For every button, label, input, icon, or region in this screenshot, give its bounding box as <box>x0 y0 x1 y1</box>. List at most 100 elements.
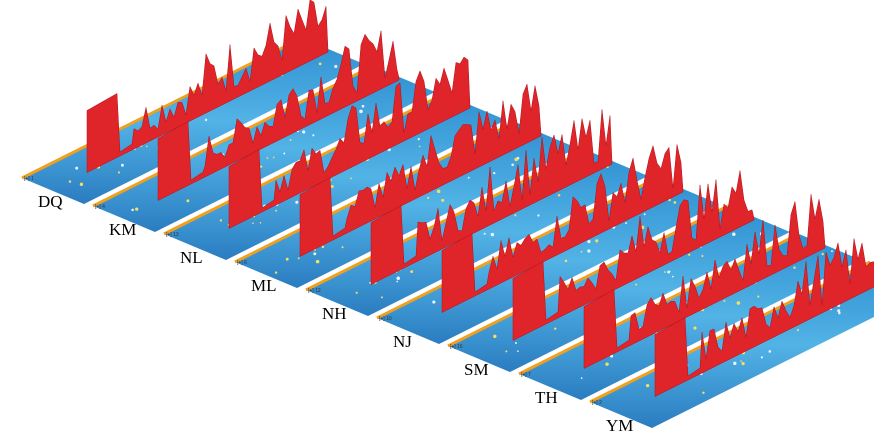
speckle <box>672 276 674 278</box>
speckle <box>484 233 486 235</box>
panel-index-label: [+] 10 <box>379 316 392 322</box>
panel-index-label: [+] 13 <box>166 232 179 238</box>
speckle <box>514 214 516 216</box>
speckle <box>587 249 590 252</box>
speckle <box>558 194 561 197</box>
speckle <box>554 327 556 329</box>
speckle <box>644 213 646 215</box>
panel-label: TH <box>535 388 558 407</box>
speckle <box>396 281 398 283</box>
speckle <box>220 219 222 221</box>
speckle <box>740 360 742 362</box>
speckle <box>831 250 833 252</box>
speckle <box>418 138 420 140</box>
speckle <box>313 252 316 255</box>
speckle <box>75 167 78 170</box>
speckle <box>396 277 400 281</box>
speckle <box>260 165 262 167</box>
speckle <box>797 329 799 331</box>
panel-index-label: [+] 6 <box>237 260 247 266</box>
speckle <box>493 335 496 338</box>
speckle <box>757 296 759 298</box>
speckle <box>635 284 637 286</box>
panel-index-label: [+] 12 <box>308 288 321 294</box>
speckle <box>362 105 365 108</box>
panel-label: ML <box>251 276 277 295</box>
panel-index-label: [+] 4 <box>95 204 105 210</box>
speckle <box>595 239 598 242</box>
panel-index-label: [+] 16 <box>450 344 463 350</box>
speckle <box>515 342 517 344</box>
speckle <box>793 266 795 268</box>
speckle <box>205 119 207 121</box>
panel-index-label: [+] 2 <box>592 400 602 406</box>
speckle <box>511 164 514 167</box>
speckle <box>514 158 518 162</box>
speckle <box>359 110 363 114</box>
speckle <box>295 201 298 204</box>
speckle <box>822 253 824 255</box>
speckle <box>468 177 470 179</box>
panel-label: NL <box>180 248 203 267</box>
speckle <box>286 258 289 261</box>
speckle <box>319 62 322 65</box>
speckle <box>581 377 583 379</box>
speckle <box>493 172 495 174</box>
speckle <box>768 350 771 353</box>
panel-label: YM <box>606 416 633 434</box>
panel-label: KM <box>109 220 136 239</box>
speckle <box>322 246 324 248</box>
speckle <box>732 233 735 236</box>
speckle <box>260 222 262 224</box>
speckle <box>316 260 320 264</box>
speckle <box>69 180 71 182</box>
speckle <box>334 65 337 68</box>
speckle <box>688 254 690 256</box>
speckle <box>131 209 134 212</box>
speckle <box>432 300 435 303</box>
speckle <box>702 392 704 394</box>
speckle <box>737 301 741 305</box>
speckle <box>342 246 344 248</box>
panel-label: SM <box>464 360 489 379</box>
speckle <box>410 270 413 273</box>
speckle <box>761 356 763 358</box>
speckle <box>283 153 285 155</box>
speckle <box>838 312 841 315</box>
speckle <box>537 214 539 216</box>
speckle <box>121 164 124 167</box>
speckle <box>517 350 519 352</box>
speckle <box>118 171 120 173</box>
speckle <box>267 157 269 159</box>
speckle <box>275 271 277 273</box>
speckle <box>135 207 138 210</box>
speckle <box>437 190 440 193</box>
speckle <box>664 271 666 273</box>
speckle <box>381 296 383 298</box>
speckle <box>350 178 352 180</box>
speckle <box>302 130 305 133</box>
speckle <box>427 197 429 199</box>
figure: [+] 1DQ[+] 4KM[+] 13NL[+] 6ML[+] 12NH[+]… <box>0 0 874 434</box>
speckle <box>587 240 590 243</box>
speckle <box>701 255 703 257</box>
speckle <box>290 139 292 141</box>
speckle <box>693 326 696 329</box>
speckle <box>331 185 334 188</box>
speckle <box>491 233 494 236</box>
speckle <box>605 362 608 365</box>
panel-index-label: [+] 1 <box>24 176 34 182</box>
speckle <box>723 300 725 302</box>
speckle <box>275 210 277 212</box>
speckle <box>581 251 583 253</box>
speckle <box>565 260 568 263</box>
speckle <box>146 145 148 147</box>
speckle <box>646 384 649 387</box>
page: [+] 1DQ[+] 4KM[+] 13NL[+] 6ML[+] 12NH[+]… <box>0 0 874 434</box>
speckle <box>252 222 254 224</box>
speckle <box>419 146 421 148</box>
speckle <box>312 134 314 136</box>
speckle <box>356 292 358 294</box>
speckle <box>669 271 671 273</box>
speckle <box>441 199 444 202</box>
